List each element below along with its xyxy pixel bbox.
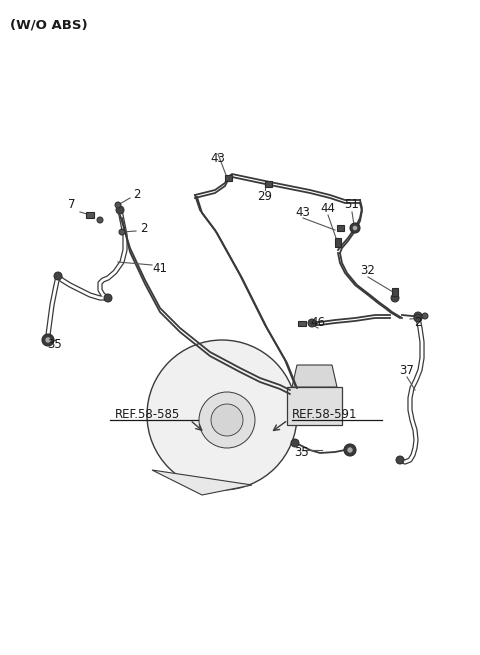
Bar (298, 320, 306, 326)
Text: 2: 2 (414, 316, 422, 329)
Circle shape (147, 340, 297, 490)
Text: 7: 7 (68, 198, 76, 212)
Circle shape (211, 404, 243, 436)
Bar (336, 225, 344, 231)
Bar (86, 212, 94, 218)
Text: 43: 43 (211, 151, 226, 164)
Text: 35: 35 (295, 447, 310, 460)
Text: 37: 37 (399, 364, 414, 377)
Polygon shape (292, 365, 337, 387)
Circle shape (42, 334, 54, 346)
Circle shape (104, 294, 112, 302)
Circle shape (199, 392, 255, 448)
Circle shape (422, 313, 428, 319)
Circle shape (414, 314, 422, 322)
Text: REF.58-591: REF.58-591 (292, 409, 358, 422)
Circle shape (115, 202, 121, 208)
Circle shape (291, 439, 299, 447)
Circle shape (391, 294, 399, 302)
Text: 41: 41 (153, 261, 168, 274)
Bar (392, 288, 398, 296)
Circle shape (396, 456, 404, 464)
Circle shape (414, 312, 422, 320)
Text: 2: 2 (140, 221, 148, 234)
Text: REF.58-585: REF.58-585 (115, 409, 180, 422)
Text: 43: 43 (296, 206, 311, 219)
Text: 44: 44 (321, 202, 336, 214)
Circle shape (348, 447, 352, 453)
Polygon shape (152, 470, 252, 495)
Circle shape (344, 444, 356, 456)
Circle shape (45, 337, 51, 343)
Text: 32: 32 (360, 263, 375, 276)
Text: 46: 46 (311, 316, 325, 329)
Circle shape (353, 226, 357, 231)
Circle shape (97, 217, 103, 223)
Text: 29: 29 (257, 189, 273, 202)
Circle shape (116, 206, 124, 214)
Bar (225, 175, 231, 181)
Circle shape (54, 272, 62, 280)
Circle shape (350, 223, 360, 233)
Text: (W/O ABS): (W/O ABS) (10, 18, 88, 31)
Text: 2: 2 (133, 189, 141, 202)
Bar (264, 181, 272, 187)
Polygon shape (287, 387, 342, 425)
Circle shape (119, 229, 125, 235)
Text: 35: 35 (48, 339, 62, 352)
Bar (335, 238, 341, 246)
Circle shape (45, 337, 51, 343)
Text: 51: 51 (345, 198, 360, 212)
Circle shape (348, 447, 353, 453)
Circle shape (308, 319, 316, 327)
